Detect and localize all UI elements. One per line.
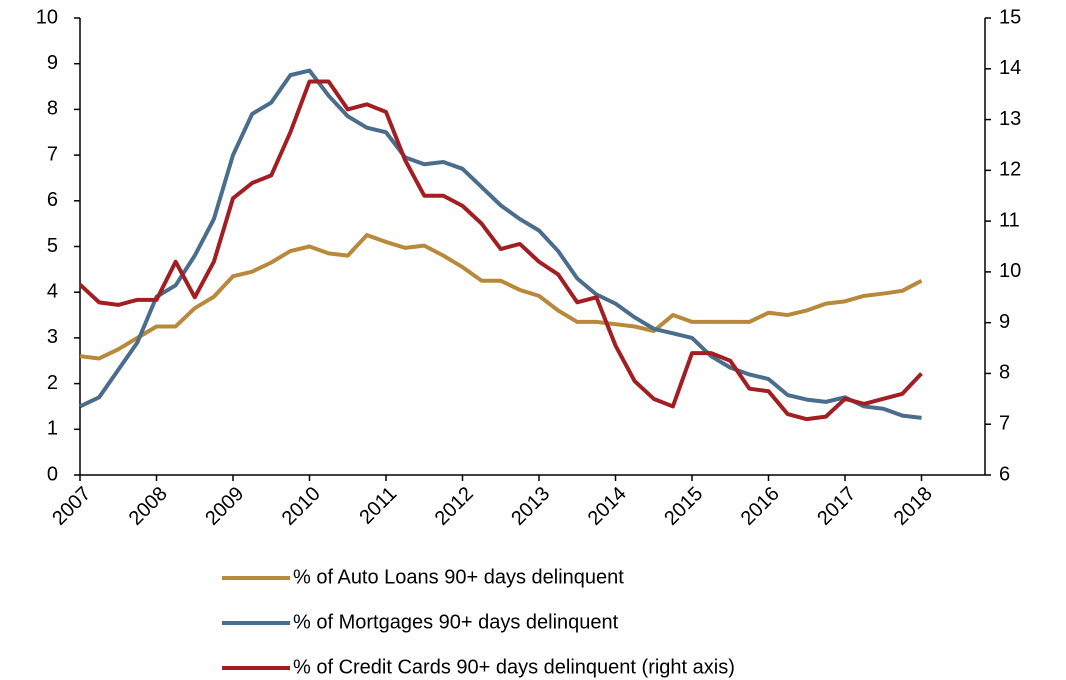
- x-tick-label: 2015: [660, 483, 707, 530]
- y2-tick-label: 9: [999, 311, 1010, 333]
- y2-tick-label: 8: [999, 362, 1010, 384]
- legend-label: % of Auto Loans 90+ days delinquent: [293, 566, 624, 588]
- x-tick-label: 2008: [125, 483, 172, 530]
- y2-tick-label: 10: [999, 260, 1021, 282]
- x-tick-label: 2009: [201, 483, 248, 530]
- y-tick-label: 1: [47, 418, 58, 440]
- legend-label: % of Mortgages 90+ days delinquent: [293, 611, 619, 633]
- series-line: [79, 68, 922, 420]
- x-tick-label: 2007: [48, 483, 95, 530]
- x-tick-label: 2016: [737, 483, 784, 530]
- x-tick-label: 2013: [507, 483, 554, 530]
- series-line: [79, 233, 923, 361]
- y-tick-label: 6: [47, 189, 58, 211]
- legend-label: % of Credit Cards 90+ days delinquent (r…: [293, 656, 735, 678]
- y-tick-label: 0: [47, 463, 58, 485]
- y-tick-label: 9: [47, 52, 58, 74]
- y-tick-label: 10: [36, 6, 58, 28]
- y-tick-label: 8: [47, 98, 58, 120]
- y2-tick-label: 13: [999, 108, 1021, 130]
- y2-tick-label: 14: [999, 57, 1021, 79]
- x-tick-label: 2018: [890, 483, 937, 530]
- y-tick-label: 3: [47, 326, 58, 348]
- x-tick-label: 2011: [355, 483, 401, 529]
- y-tick-label: 4: [47, 280, 58, 302]
- y-tick-label: 7: [47, 143, 58, 165]
- y2-tick-label: 11: [999, 209, 1020, 231]
- y2-tick-label: 7: [999, 413, 1010, 435]
- series-line: [78, 79, 923, 422]
- x-tick-label: 2017: [813, 483, 860, 530]
- y-tick-label: 2: [47, 372, 58, 394]
- x-tick-label: 2010: [278, 483, 325, 530]
- x-tick-label: 2012: [431, 483, 478, 530]
- y2-tick-label: 15: [999, 6, 1021, 28]
- y2-tick-label: 12: [999, 159, 1021, 181]
- y-tick-label: 5: [47, 235, 58, 257]
- x-tick-label: 2014: [584, 483, 631, 530]
- y2-tick-label: 6: [999, 463, 1010, 485]
